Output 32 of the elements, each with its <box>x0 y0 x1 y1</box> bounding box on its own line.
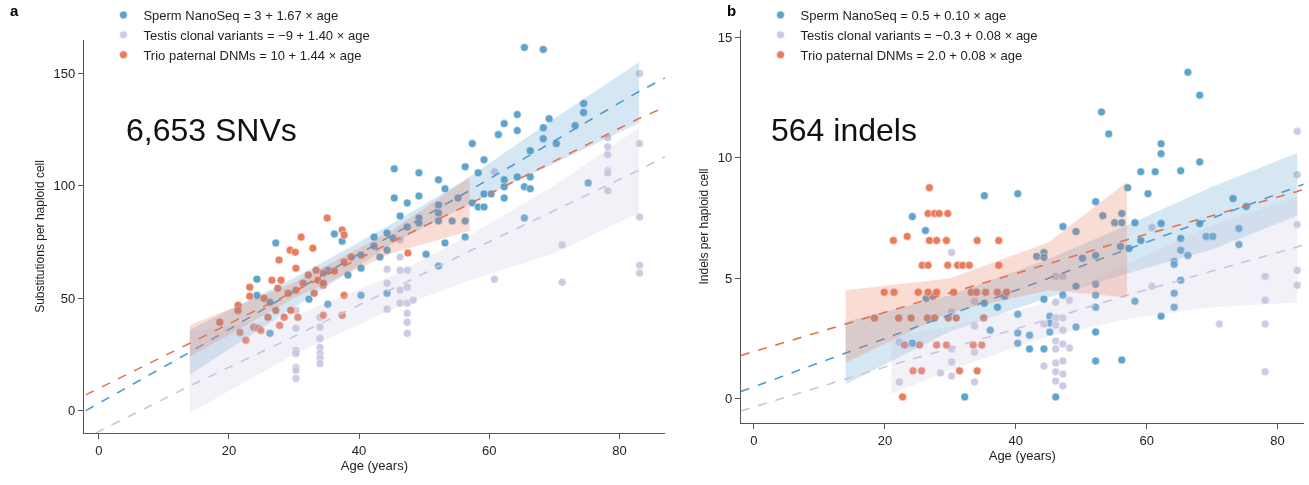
legend-label: Sperm NanoSeq = 3 + 1.67 × age <box>143 8 339 24</box>
y-tick-label: 15 <box>717 29 733 45</box>
legend-label: Testis clonal variants = −0.3 + 0.08 × age <box>800 27 1038 43</box>
x-axis-title: Age (years) <box>988 448 1056 464</box>
y-tick-label: 10 <box>717 150 733 166</box>
y-axis-title: Indels per haploid cell <box>697 168 712 285</box>
legend-label: Trio paternal DNMs = 2.0 + 0.08 × age <box>800 47 1023 63</box>
y-tick-label: 50 <box>60 290 76 306</box>
y-axis-title: Substitutions per haploid cell <box>32 160 47 313</box>
y-tick-label: 150 <box>53 66 76 82</box>
legend-label: Testis clonal variants = −9 + 1.40 × age <box>143 27 370 43</box>
y-tick-label: 0 <box>725 391 733 407</box>
y-tick-label: 5 <box>725 270 733 286</box>
x-tick-label: 0 <box>750 432 758 448</box>
x-tick-label: 80 <box>1270 432 1285 448</box>
y-tick-label: 100 <box>53 178 76 194</box>
y-tick-label: 0 <box>67 403 76 419</box>
x-axis-title: Age (years) <box>340 458 408 474</box>
chart-title: b <box>727 2 737 19</box>
x-tick-label: 80 <box>612 442 627 458</box>
x-tick-label: 0 <box>95 442 103 458</box>
x-tick-label: 40 <box>1008 432 1024 448</box>
annotation: 6,653 SNVs <box>126 112 297 148</box>
x-tick-label: 60 <box>482 442 497 458</box>
legend-label: Sperm NanoSeq = 0.5 + 0.10 × age <box>800 8 1007 24</box>
x-tick-label: 20 <box>221 442 237 458</box>
x-tick-label: 60 <box>1139 432 1154 448</box>
x-tick-label: 40 <box>351 442 367 458</box>
chart-title: a <box>10 2 19 19</box>
x-tick-label: 20 <box>877 432 893 448</box>
annotation: 564 indels <box>771 112 917 148</box>
legend-label: Trio paternal DNMs = 10 + 1.44 × age <box>143 47 362 63</box>
